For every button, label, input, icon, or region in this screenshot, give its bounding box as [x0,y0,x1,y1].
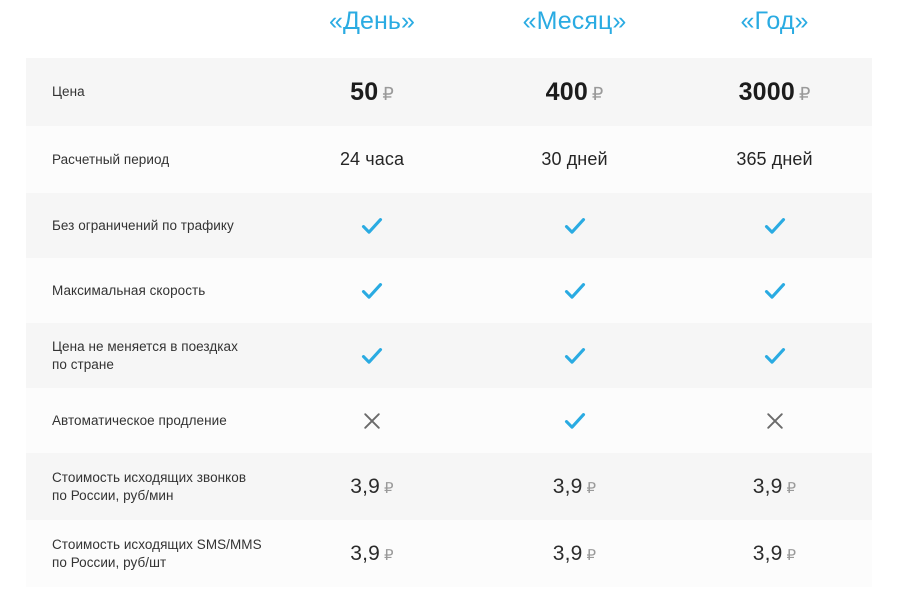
cell-sms-rate-month: 3,9 ₽ [472,542,677,566]
cell-unlimited-day [272,213,472,239]
rate-value: 3,9 [752,474,783,498]
check-icon [562,343,588,369]
row-label-same-price-travel: Цена не меняется в поездках по стране [26,338,272,374]
row-label-billing-period: Расчетный период [26,151,272,169]
table-row: Расчетный период 24 часа 30 дней 365 дне… [26,126,872,193]
row-label-line2: по стране [52,356,114,372]
row-label-line1: Стоимость исходящих звонков [52,469,247,485]
cell-max-speed-month [472,278,677,304]
row-label-line2: по России, руб/шт [52,554,167,570]
cell-price-day: 50 ₽ [272,78,472,107]
plan-header-month: «Месяц» [522,7,627,35]
check-icon [762,213,788,239]
cell-same-price-month [472,343,677,369]
cell-period-month: 30 дней [541,149,608,169]
plan-header-year: «Год» [740,7,809,35]
plans-header-row: «День» «Месяц» «Год» [0,0,898,58]
row-label-line1: Расчетный период [52,151,170,167]
cell-auto-renewal-day [272,408,472,434]
table-row: Стоимость исходящих звонков по России, р… [26,453,872,520]
row-label-outgoing-sms-price: Стоимость исходящих SMS/MMS по России, р… [26,536,272,572]
table-row: Цена не меняется в поездках по стране [26,323,872,388]
table-body: Цена 50 ₽ 400 ₽ 3000 ₽ Расчетный период 24 … [26,58,872,587]
ruble-sign: ₽ [586,479,597,497]
table-row: Автоматическое продление [26,388,872,453]
ruble-sign: ₽ [786,546,797,564]
cell-period-day: 24 часа [339,149,405,169]
rate-value: 3,9 [350,474,381,498]
price-value: 3000 [738,77,795,106]
row-label-line1: Стоимость исходящих SMS/MMS [52,536,262,552]
row-label-max-speed: Максимальная скорость [26,282,272,300]
ruble-sign: ₽ [591,83,604,104]
rate-value: 3,9 [350,541,381,565]
row-label-line2: по России, руб/мин [52,487,174,503]
ruble-sign: ₽ [382,83,394,104]
ruble-sign: ₽ [586,546,597,564]
check-icon [562,278,588,304]
check-icon [359,213,385,239]
check-icon [359,343,385,369]
table-row: Стоимость исходящих SMS/MMS по России, р… [26,520,872,587]
check-icon [762,343,788,369]
ruble-sign: ₽ [798,83,811,104]
ruble-sign: ₽ [384,479,394,497]
check-icon [562,213,588,239]
rate-value: 3,9 [752,541,783,565]
cell-calls-rate-month: 3,9 ₽ [472,475,677,499]
cell-period-year: 365 дней [736,149,813,169]
cell-unlimited-year [677,213,872,239]
row-label-line1: Автоматическое продление [52,412,227,428]
row-label-auto-renewal: Автоматическое продление [26,412,272,430]
check-icon [562,408,588,434]
rate-value: 3,9 [552,474,583,498]
cell-same-price-year [677,343,872,369]
check-icon [359,278,385,304]
cell-calls-rate-day: 3,9 ₽ [272,475,472,499]
rate-value: 3,9 [552,541,583,565]
cell-same-price-day [272,343,472,369]
cell-max-speed-year [677,278,872,304]
price-value: 50 [350,77,379,106]
table-row: Без ограничений по трафику [26,193,872,258]
cell-calls-rate-year: 3,9 ₽ [677,475,872,499]
row-label-unlimited-traffic: Без ограничений по трафику [26,217,272,235]
row-label-line1: Цена не меняется в поездках [52,338,238,354]
cross-icon [762,408,788,434]
row-label-outgoing-calls-price: Стоимость исходящих звонков по России, р… [26,469,272,505]
plan-header-day: «День» [328,7,416,35]
cell-price-month: 400 ₽ [472,78,677,107]
cell-unlimited-month [472,213,677,239]
row-label-price: Цена [26,83,272,101]
cell-sms-rate-year: 3,9 ₽ [677,542,872,566]
cell-sms-rate-day: 3,9 ₽ [272,542,472,566]
cell-max-speed-day [272,278,472,304]
row-label-line1: Цена [52,84,85,99]
ruble-sign: ₽ [786,479,797,497]
cell-price-year: 3000 ₽ [677,78,872,107]
check-icon [762,278,788,304]
table-row: Максимальная скорость [26,258,872,323]
cross-icon [359,408,385,434]
price-value: 400 [545,77,588,106]
ruble-sign: ₽ [384,546,394,564]
row-label-line1: Без ограничений по трафику [52,217,234,233]
row-label-line1: Максимальная скорость [52,282,206,298]
table-row: Цена 50 ₽ 400 ₽ 3000 ₽ [26,58,872,126]
cell-auto-renewal-month [472,408,677,434]
cell-auto-renewal-year [677,408,872,434]
